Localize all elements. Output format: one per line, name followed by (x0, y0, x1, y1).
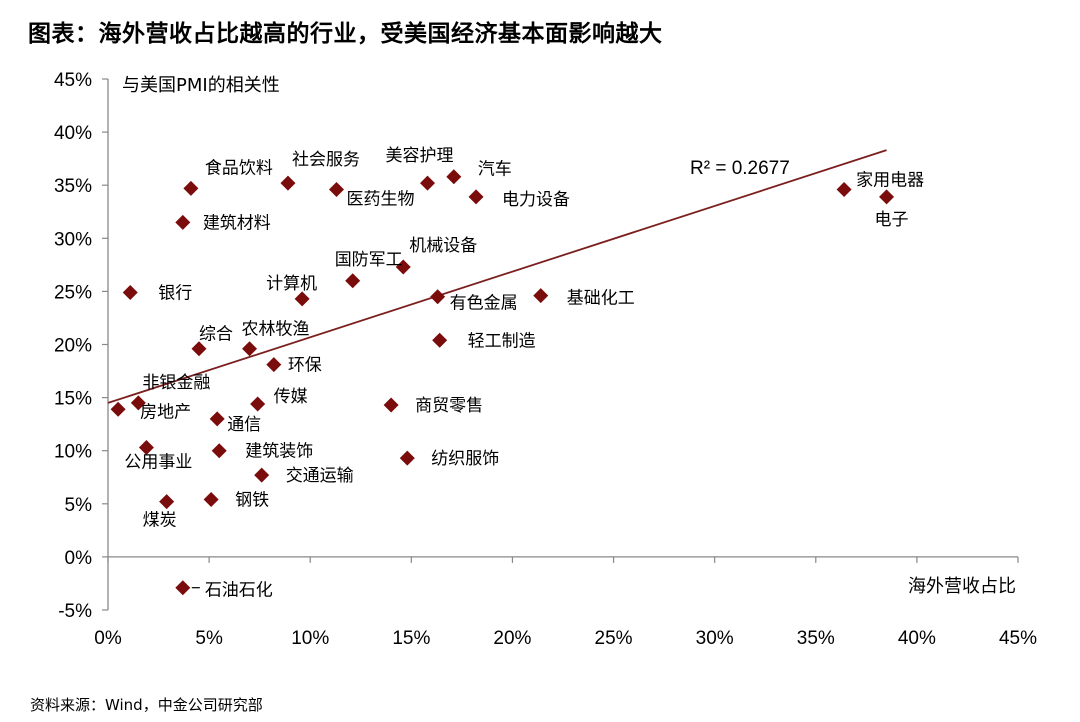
data-point (242, 341, 258, 357)
point-label: 纺织服饰 (431, 449, 499, 469)
point-label: 电子 (875, 210, 909, 230)
data-point (211, 443, 227, 459)
point-label: 电力设备 (502, 190, 570, 210)
y-tick-label: 35% (54, 176, 92, 197)
data-point (250, 396, 266, 412)
y-tick-label: 25% (54, 282, 92, 303)
trendline (107, 149, 887, 404)
point-label: 轻工制造 (468, 331, 536, 351)
data-point (110, 401, 126, 417)
point-label: 公用事业 (124, 453, 192, 473)
data-point (183, 180, 199, 196)
x-tick-label: 5% (195, 628, 223, 649)
y-tick-label: 40% (54, 123, 92, 144)
data-point (533, 288, 549, 304)
data-point (175, 580, 191, 596)
chart-title: 图表：海外营收占比越高的行业，受美国经济基本面影响越大 (28, 21, 663, 47)
data-point (280, 175, 296, 191)
data-point (130, 395, 146, 411)
data-point (294, 291, 310, 307)
y-axis-label: 与美国PMI的相关性 (122, 75, 280, 96)
data-point (420, 175, 436, 191)
x-tick-label: 10% (291, 628, 329, 649)
data-point (430, 289, 446, 305)
axes (102, 78, 1019, 611)
data-point (836, 181, 852, 197)
x-tick-label: 15% (392, 628, 430, 649)
point-label: 计算机 (266, 274, 317, 294)
point-label: 传媒 (274, 387, 308, 407)
data-point (345, 273, 361, 289)
data-point (138, 440, 154, 456)
point-label: 农林牧渔 (242, 320, 310, 340)
point-label: 石油石化 (205, 581, 273, 601)
point-label: 有色金属 (450, 294, 518, 314)
x-tick-label: 20% (493, 628, 531, 649)
y-tick-label: 20% (54, 336, 92, 357)
data-point (395, 259, 411, 275)
point-label: 基础化工 (567, 289, 635, 309)
x-tick-label: 0% (94, 628, 122, 649)
data-point (203, 492, 219, 508)
data-point (383, 397, 399, 413)
point-label: 汽车 (478, 160, 512, 180)
y-tick-label: 0% (65, 548, 93, 569)
data-point (266, 357, 282, 373)
point-label: 交通运输 (286, 466, 354, 486)
point-label: 钢铁 (235, 491, 269, 511)
data-point (122, 284, 138, 300)
point-label: 通信 (227, 415, 261, 435)
point-label: 建筑材料 (203, 213, 271, 233)
x-tick-label: 45% (999, 628, 1037, 649)
point-label: 综合 (199, 325, 233, 345)
data-point (329, 181, 345, 197)
data-point (159, 494, 175, 510)
x-tick-label: 30% (696, 628, 734, 649)
point-label: 煤炭 (143, 511, 177, 531)
y-tick-label: -5% (58, 601, 92, 622)
data-point (175, 214, 191, 230)
point-label: 银行 (158, 283, 192, 303)
trendline-group (107, 149, 887, 404)
point-label: 家用电器 (856, 170, 924, 190)
point-label: 食品饮料 (205, 158, 273, 178)
data-point (254, 467, 270, 483)
point-label: 非银金融 (142, 373, 210, 393)
point-label: 房地产 (140, 402, 191, 422)
y-tick-label: 45% (54, 70, 92, 91)
r-squared-label: R² = 0.2677 (690, 158, 790, 179)
data-point (879, 189, 895, 205)
tick-labels: 45%40%35%30%25%20%15%10%5%0%-5%0% 5% 10% 15… (54, 70, 1037, 649)
source-note: 资料来源：Wind，中金公司研究部 (30, 696, 263, 714)
data-point (432, 332, 448, 348)
data-point (468, 189, 484, 205)
point-label: 美容护理 (386, 146, 454, 166)
x-axis-label: 海外营收占比 (908, 576, 1016, 597)
point-label: 建筑装饰 (245, 442, 313, 462)
x-tick-label: 40% (898, 628, 936, 649)
data-points (110, 169, 895, 596)
data-point (209, 411, 225, 427)
data-point (399, 450, 415, 466)
point-label: 医药生物 (347, 189, 415, 209)
y-tick-label: 5% (65, 495, 93, 516)
y-tick-label: 10% (54, 442, 92, 463)
point-label: 社会服务 (292, 150, 360, 170)
point-label: 国防军工 (335, 250, 403, 270)
data-point (446, 169, 462, 185)
y-tick-label: 30% (54, 229, 92, 250)
y-tick-label: 15% (54, 389, 92, 410)
point-label: 环保 (288, 356, 322, 376)
point-label: 商贸零售 (415, 396, 483, 416)
x-tick-label: 35% (797, 628, 835, 649)
point-label: 机械设备 (409, 236, 477, 256)
x-tick-label: 25% (595, 628, 633, 649)
data-point (191, 341, 207, 357)
